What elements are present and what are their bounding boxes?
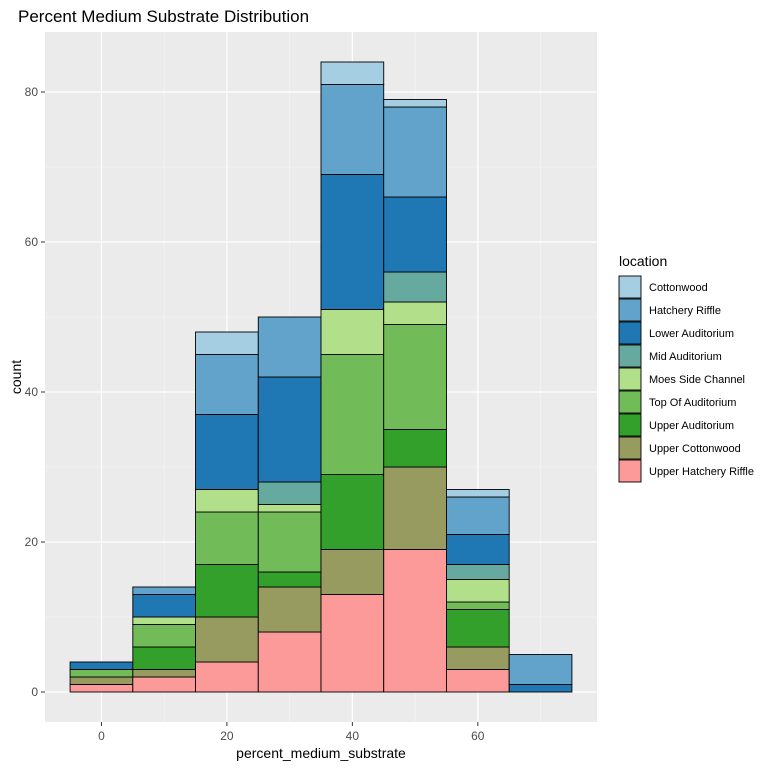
x-tick-label: 40 [346, 729, 360, 743]
bar-segment [383, 106, 447, 198]
chart-title: Percent Medium Substrate Distribution [18, 7, 309, 26]
bar-segment [320, 354, 385, 475]
y-tick-label: 0 [31, 685, 38, 699]
legend-swatch [618, 367, 642, 391]
bar-segment [132, 594, 196, 618]
bar-segment [257, 631, 322, 693]
y-tick-label: 80 [25, 85, 39, 99]
legend-label: Upper Auditorium [649, 420, 734, 432]
x-tick-label: 0 [98, 729, 105, 743]
bar-segment [446, 564, 510, 580]
legend-label: Mid Auditorium [649, 351, 722, 363]
bar-segment [320, 174, 385, 310]
bar-segment [320, 474, 385, 550]
y-axis-title: count [8, 360, 24, 394]
legend-label: Upper Cottonwood [649, 443, 741, 455]
y-axis-ticks: 0 20 40 60 80 [25, 85, 45, 699]
bar-segment [320, 84, 385, 175]
legend-swatch [618, 390, 642, 414]
bars [69, 61, 573, 693]
bar-segment [257, 481, 322, 505]
legend-label: Upper Hatchery Riffle [649, 466, 754, 478]
legend-swatch [618, 275, 642, 299]
bar-segment [320, 549, 385, 595]
bar-segment [132, 646, 196, 670]
bar-segment [446, 496, 510, 535]
bar-segment [446, 579, 510, 603]
bar-segment [320, 61, 385, 85]
bar-segment [383, 301, 447, 325]
legend-title: location [619, 253, 667, 269]
bar-segment [383, 549, 447, 693]
bar-segment [195, 511, 259, 565]
legend-label: Hatchery Riffle [649, 305, 721, 317]
bar-segment [383, 99, 447, 108]
bar-segment [257, 571, 322, 588]
bar-segment [257, 376, 322, 483]
legend-label: Top Of Auditorium [649, 397, 736, 409]
bar-segment [195, 354, 259, 415]
y-tick-label: 60 [25, 235, 39, 249]
legend-swatch [618, 298, 642, 322]
bar-segment [446, 489, 510, 498]
legend-label: Lower Auditorium [649, 328, 734, 340]
bar-segment [69, 661, 134, 670]
bar-segment [132, 616, 196, 625]
bar-segment [383, 466, 447, 550]
bar-segment [508, 684, 573, 693]
bar-segment [320, 594, 385, 693]
bar-segment [195, 564, 259, 618]
bar-segment [195, 414, 259, 490]
legend-items: Cottonwood Hatchery Riffle Lower Auditoriu… [618, 275, 754, 483]
y-tick-label: 20 [25, 535, 39, 549]
bar-segment [69, 684, 134, 693]
legend-swatch [618, 321, 642, 345]
bar-segment [320, 309, 385, 355]
bar-segment [132, 676, 196, 693]
x-axis-ticks: 0 20 40 60 [98, 722, 485, 743]
x-tick-label: 60 [471, 729, 485, 743]
legend-swatch [618, 344, 642, 368]
bar-segment [446, 669, 510, 693]
legend-label: Moes Side Channel [649, 374, 745, 386]
y-tick-label: 40 [25, 385, 39, 399]
bar-segment [132, 624, 196, 648]
bar-segment [69, 669, 134, 678]
bar-segment [195, 489, 259, 513]
bar-segment [132, 586, 196, 595]
x-axis-title: percent_medium_substrate [236, 745, 406, 761]
bar-segment [257, 316, 322, 378]
bar-segment [383, 271, 447, 303]
bar-segment [446, 601, 510, 610]
legend-swatch [618, 436, 642, 460]
bar-segment [446, 609, 510, 648]
bar-segment [257, 504, 322, 513]
legend-label: Cottonwood [649, 282, 708, 294]
legend-swatch [618, 413, 642, 437]
bar-segment [508, 654, 573, 685]
x-tick-label: 20 [220, 729, 234, 743]
bar-segment [195, 331, 259, 355]
bar-segment [69, 676, 134, 685]
legend: location Cottonwood Hatchery Riffle Lower … [618, 253, 754, 483]
bar-segment [195, 661, 259, 693]
bar-segment [257, 586, 322, 633]
legend-swatch [618, 459, 642, 483]
bar-segment [446, 534, 510, 565]
bar-segment [132, 669, 196, 678]
bar-segment [257, 511, 322, 573]
bar-segment [383, 324, 447, 430]
bar-segment [446, 646, 510, 670]
bar-segment [383, 196, 447, 273]
bar-segment [195, 616, 259, 663]
bar-segment [383, 429, 447, 468]
